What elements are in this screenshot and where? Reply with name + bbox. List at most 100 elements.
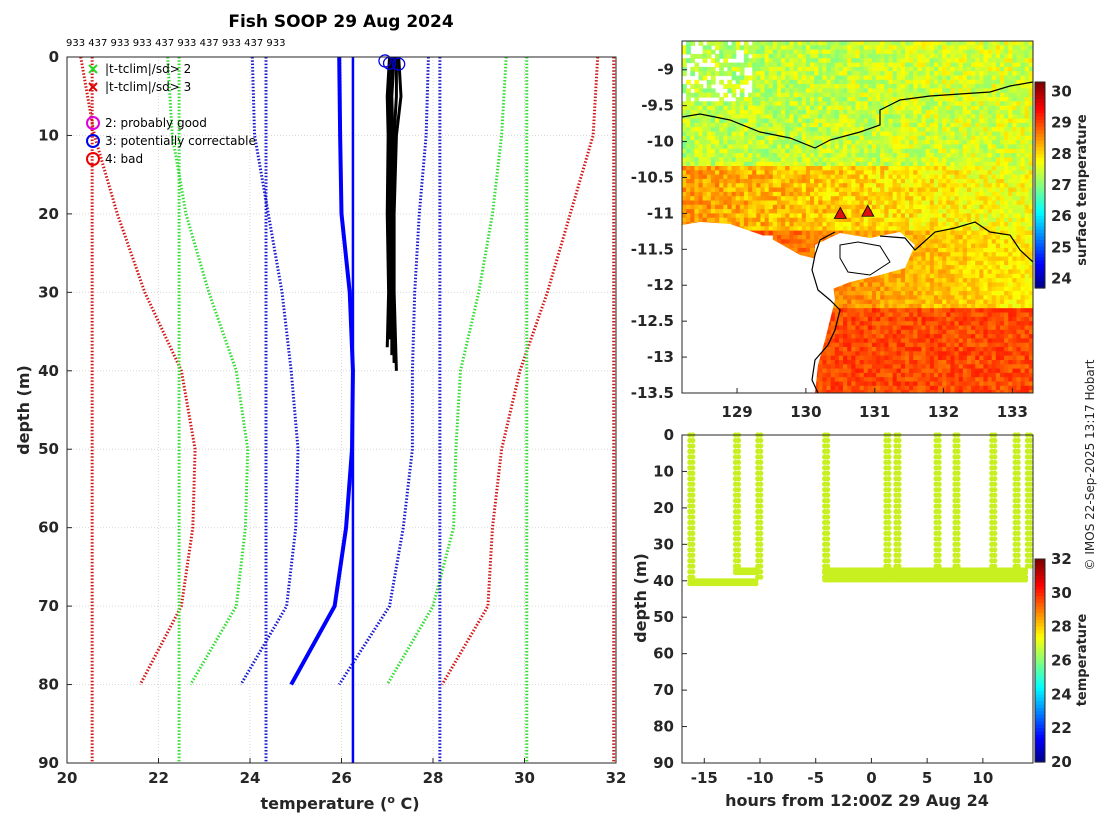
sst-cell [987, 97, 993, 102]
series-line [440, 56, 600, 686]
sst-cell [938, 170, 943, 176]
sst-cell [760, 135, 766, 141]
sst-cell [851, 217, 857, 223]
sst-cell [851, 204, 857, 210]
sst-cell [950, 131, 956, 137]
sst-cell [900, 187, 906, 193]
sst-cell [975, 178, 980, 184]
sst-cell [872, 101, 877, 107]
sst-cell [838, 118, 844, 124]
sst-cell [872, 187, 877, 193]
sst-cell [847, 187, 852, 193]
sst-cell [921, 114, 927, 120]
sst-cell [781, 239, 786, 245]
observed-profile-line [391, 57, 398, 363]
sst-cell [966, 247, 972, 253]
sst-cell [1016, 303, 1022, 309]
sst-cell [1024, 273, 1030, 279]
sst-cell [962, 153, 968, 159]
sst-cell [777, 153, 782, 159]
sst-cell [925, 71, 931, 77]
sst-cell [880, 200, 885, 206]
sst-cell [896, 49, 902, 55]
sst-cell [942, 144, 947, 150]
sst-cell [958, 230, 964, 236]
sst-cell [723, 170, 729, 176]
sst-cell [867, 144, 873, 150]
sst-cell [843, 53, 848, 59]
sst-cell [909, 140, 914, 146]
sst-cell [801, 161, 807, 167]
sst-cell [1024, 66, 1030, 72]
sst-cell [995, 217, 1001, 223]
sst-cell [752, 200, 757, 206]
sst-cell [950, 183, 956, 189]
sst-cell [979, 148, 985, 154]
sst-cell [834, 166, 840, 171]
sst-cell [731, 135, 737, 141]
sst-cell [942, 66, 947, 72]
sst-cell [954, 101, 960, 107]
sst-cell [1028, 282, 1033, 288]
sst-cell [694, 110, 700, 115]
sst-cell [727, 196, 733, 202]
x-tick-label: 26 [331, 769, 352, 787]
sst-cell [938, 157, 943, 163]
sst-cell [731, 200, 737, 206]
sst-cell [847, 45, 852, 51]
sst-cell [929, 226, 935, 232]
sst-cell [752, 191, 757, 197]
sst-cell [991, 75, 997, 81]
sst-cell [698, 140, 704, 146]
sst-cell [768, 230, 774, 236]
sst-cell [818, 178, 824, 184]
sst-cell [785, 79, 790, 85]
sst-cell [900, 299, 906, 305]
sst-cell [938, 196, 943, 202]
sst-cell [686, 174, 691, 180]
sst-cell [962, 282, 968, 288]
sst-cell [1004, 213, 1009, 219]
sst-cell [859, 131, 865, 137]
sst-cell [805, 222, 811, 227]
sst-cell [805, 114, 811, 120]
sst-cell [764, 84, 770, 90]
sst-cell [958, 273, 964, 279]
sst-cell [686, 187, 691, 193]
sst-cell [830, 170, 836, 176]
sst-cell [867, 148, 873, 154]
sst-cell [905, 170, 910, 176]
sst-cell [909, 144, 914, 150]
sst-cell [735, 41, 741, 46]
sst-cell [925, 105, 931, 111]
sst-cell [884, 45, 890, 51]
sst-cell [739, 200, 745, 206]
sst-cell [925, 45, 931, 51]
sst-cell [925, 282, 931, 288]
sst-cell [838, 84, 844, 90]
sst-cell [975, 114, 980, 120]
sst-cell [706, 105, 712, 111]
sst-cell [917, 209, 923, 215]
sst-cell [752, 92, 757, 98]
sst-cell [971, 79, 976, 85]
sst-cell [933, 148, 939, 154]
sst-cell [710, 140, 716, 146]
sst-cell [950, 282, 956, 288]
sst-cell [814, 135, 819, 141]
sst-cell [781, 174, 786, 180]
sst-cell [789, 191, 795, 197]
sst-cell [793, 118, 799, 124]
sst-cell [1008, 278, 1013, 284]
sst-cell [801, 196, 807, 202]
sst-cell [958, 157, 964, 163]
sst-cell [913, 256, 918, 262]
sst-cell [838, 75, 844, 81]
sst-cell [1020, 196, 1026, 202]
sst-cell [1028, 45, 1033, 51]
sst-cell [789, 204, 795, 210]
sst-cell [905, 278, 910, 284]
sst-cell [727, 53, 733, 59]
sst-cell [1000, 166, 1005, 171]
sst-cell [777, 239, 782, 245]
